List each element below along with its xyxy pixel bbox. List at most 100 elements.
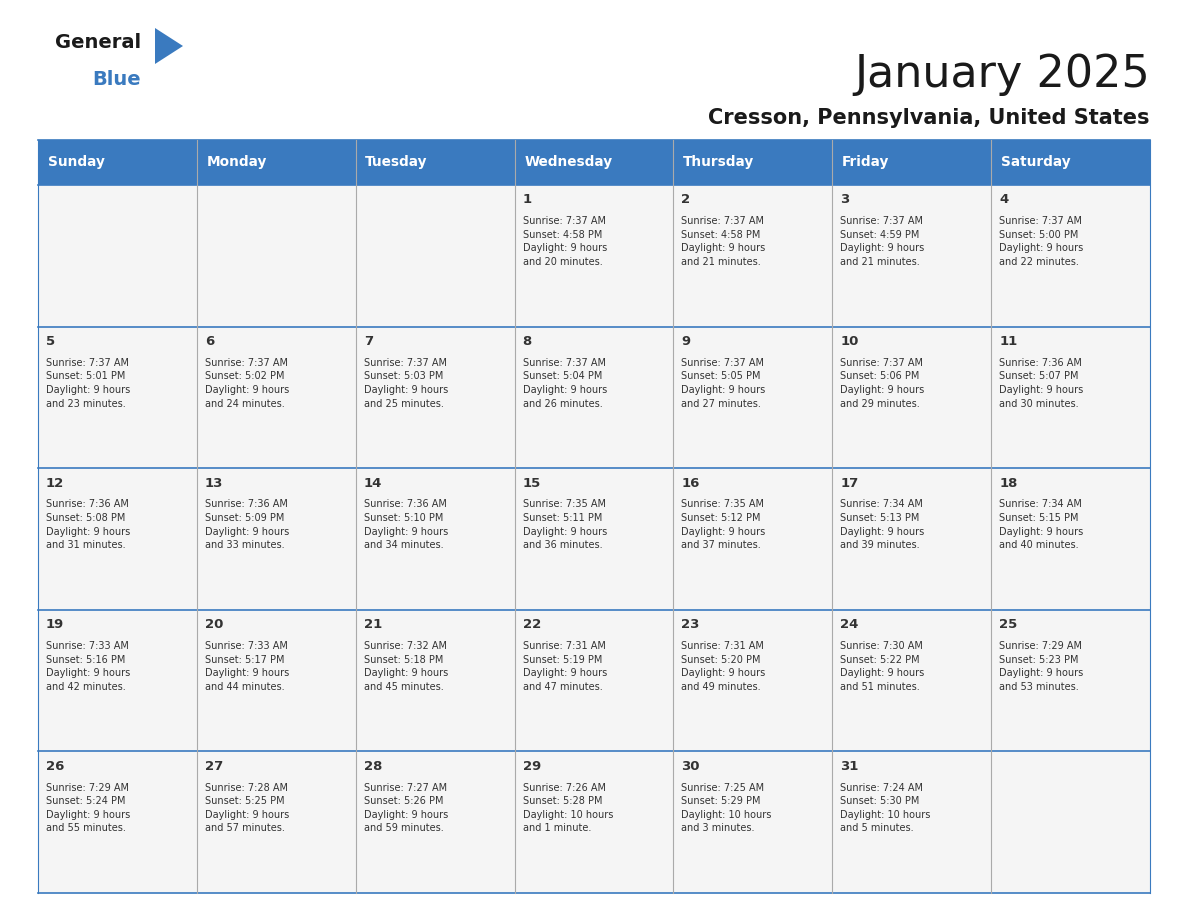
Text: January 2025: January 2025 bbox=[854, 53, 1150, 96]
Text: 6: 6 bbox=[204, 335, 214, 348]
Text: 4: 4 bbox=[999, 194, 1009, 207]
Text: Sunrise: 7:25 AM
Sunset: 5:29 PM
Daylight: 10 hours
and 3 minutes.: Sunrise: 7:25 AM Sunset: 5:29 PM Dayligh… bbox=[682, 782, 772, 834]
Text: Monday: Monday bbox=[207, 155, 267, 170]
Text: 26: 26 bbox=[46, 760, 64, 773]
Bar bbox=[674, 185, 833, 327]
Bar bbox=[833, 610, 991, 752]
Bar bbox=[991, 752, 1150, 893]
Text: Sunrise: 7:35 AM
Sunset: 5:12 PM
Daylight: 9 hours
and 37 minutes.: Sunrise: 7:35 AM Sunset: 5:12 PM Dayligh… bbox=[682, 499, 765, 550]
Text: Sunrise: 7:28 AM
Sunset: 5:25 PM
Daylight: 9 hours
and 57 minutes.: Sunrise: 7:28 AM Sunset: 5:25 PM Dayligh… bbox=[204, 782, 289, 834]
Bar bbox=[833, 327, 991, 468]
Text: 17: 17 bbox=[840, 476, 859, 489]
Text: Sunrise: 7:37 AM
Sunset: 4:58 PM
Daylight: 9 hours
and 20 minutes.: Sunrise: 7:37 AM Sunset: 4:58 PM Dayligh… bbox=[523, 216, 607, 267]
Text: Sunrise: 7:37 AM
Sunset: 5:06 PM
Daylight: 9 hours
and 29 minutes.: Sunrise: 7:37 AM Sunset: 5:06 PM Dayligh… bbox=[840, 358, 924, 409]
Text: Wednesday: Wednesday bbox=[524, 155, 612, 170]
Bar bbox=[38, 140, 1150, 185]
Text: 25: 25 bbox=[999, 619, 1017, 632]
Text: Sunrise: 7:26 AM
Sunset: 5:28 PM
Daylight: 10 hours
and 1 minute.: Sunrise: 7:26 AM Sunset: 5:28 PM Dayligh… bbox=[523, 782, 613, 834]
Bar bbox=[991, 468, 1150, 610]
Bar bbox=[197, 185, 355, 327]
Bar bbox=[833, 752, 991, 893]
Text: Sunrise: 7:36 AM
Sunset: 5:08 PM
Daylight: 9 hours
and 31 minutes.: Sunrise: 7:36 AM Sunset: 5:08 PM Dayligh… bbox=[46, 499, 131, 550]
Text: 13: 13 bbox=[204, 476, 223, 489]
Bar bbox=[833, 468, 991, 610]
Text: Sunrise: 7:24 AM
Sunset: 5:30 PM
Daylight: 10 hours
and 5 minutes.: Sunrise: 7:24 AM Sunset: 5:30 PM Dayligh… bbox=[840, 782, 930, 834]
Bar bbox=[38, 327, 197, 468]
Text: 20: 20 bbox=[204, 619, 223, 632]
Text: Sunrise: 7:31 AM
Sunset: 5:19 PM
Daylight: 9 hours
and 47 minutes.: Sunrise: 7:31 AM Sunset: 5:19 PM Dayligh… bbox=[523, 641, 607, 692]
Bar bbox=[674, 610, 833, 752]
Text: Sunrise: 7:37 AM
Sunset: 5:01 PM
Daylight: 9 hours
and 23 minutes.: Sunrise: 7:37 AM Sunset: 5:01 PM Dayligh… bbox=[46, 358, 131, 409]
Text: Sunrise: 7:33 AM
Sunset: 5:17 PM
Daylight: 9 hours
and 44 minutes.: Sunrise: 7:33 AM Sunset: 5:17 PM Dayligh… bbox=[204, 641, 289, 692]
Text: 29: 29 bbox=[523, 760, 541, 773]
Text: 14: 14 bbox=[364, 476, 383, 489]
Text: 28: 28 bbox=[364, 760, 383, 773]
Bar bbox=[674, 327, 833, 468]
Text: Saturday: Saturday bbox=[1000, 155, 1070, 170]
Text: General: General bbox=[55, 33, 141, 52]
Bar bbox=[38, 468, 197, 610]
Text: 15: 15 bbox=[523, 476, 541, 489]
Text: 1: 1 bbox=[523, 194, 532, 207]
Bar bbox=[197, 610, 355, 752]
Text: 3: 3 bbox=[840, 194, 849, 207]
Text: Sunrise: 7:34 AM
Sunset: 5:13 PM
Daylight: 9 hours
and 39 minutes.: Sunrise: 7:34 AM Sunset: 5:13 PM Dayligh… bbox=[840, 499, 924, 550]
Text: 2: 2 bbox=[682, 194, 690, 207]
Bar bbox=[197, 468, 355, 610]
Bar bbox=[355, 327, 514, 468]
Bar bbox=[355, 610, 514, 752]
Text: Sunrise: 7:37 AM
Sunset: 5:03 PM
Daylight: 9 hours
and 25 minutes.: Sunrise: 7:37 AM Sunset: 5:03 PM Dayligh… bbox=[364, 358, 448, 409]
Text: 21: 21 bbox=[364, 619, 381, 632]
Text: Sunrise: 7:37 AM
Sunset: 5:00 PM
Daylight: 9 hours
and 22 minutes.: Sunrise: 7:37 AM Sunset: 5:00 PM Dayligh… bbox=[999, 216, 1083, 267]
Text: 30: 30 bbox=[682, 760, 700, 773]
Text: 24: 24 bbox=[840, 619, 859, 632]
Text: 18: 18 bbox=[999, 476, 1017, 489]
Text: 9: 9 bbox=[682, 335, 690, 348]
Text: 22: 22 bbox=[523, 619, 541, 632]
Polygon shape bbox=[154, 28, 183, 64]
Bar bbox=[514, 468, 674, 610]
Bar bbox=[674, 752, 833, 893]
Text: Sunrise: 7:29 AM
Sunset: 5:24 PM
Daylight: 9 hours
and 55 minutes.: Sunrise: 7:29 AM Sunset: 5:24 PM Dayligh… bbox=[46, 782, 131, 834]
Text: Sunrise: 7:31 AM
Sunset: 5:20 PM
Daylight: 9 hours
and 49 minutes.: Sunrise: 7:31 AM Sunset: 5:20 PM Dayligh… bbox=[682, 641, 765, 692]
Text: Friday: Friday bbox=[842, 155, 889, 170]
Text: Sunrise: 7:32 AM
Sunset: 5:18 PM
Daylight: 9 hours
and 45 minutes.: Sunrise: 7:32 AM Sunset: 5:18 PM Dayligh… bbox=[364, 641, 448, 692]
Bar bbox=[38, 752, 197, 893]
Text: Sunrise: 7:37 AM
Sunset: 5:04 PM
Daylight: 9 hours
and 26 minutes.: Sunrise: 7:37 AM Sunset: 5:04 PM Dayligh… bbox=[523, 358, 607, 409]
Bar bbox=[991, 185, 1150, 327]
Text: Sunrise: 7:37 AM
Sunset: 4:58 PM
Daylight: 9 hours
and 21 minutes.: Sunrise: 7:37 AM Sunset: 4:58 PM Dayligh… bbox=[682, 216, 765, 267]
Text: Sunrise: 7:33 AM
Sunset: 5:16 PM
Daylight: 9 hours
and 42 minutes.: Sunrise: 7:33 AM Sunset: 5:16 PM Dayligh… bbox=[46, 641, 131, 692]
Bar bbox=[991, 327, 1150, 468]
Bar bbox=[991, 610, 1150, 752]
Bar bbox=[514, 610, 674, 752]
Text: 5: 5 bbox=[46, 335, 55, 348]
Text: 12: 12 bbox=[46, 476, 64, 489]
Text: Sunrise: 7:34 AM
Sunset: 5:15 PM
Daylight: 9 hours
and 40 minutes.: Sunrise: 7:34 AM Sunset: 5:15 PM Dayligh… bbox=[999, 499, 1083, 550]
Text: 11: 11 bbox=[999, 335, 1017, 348]
Text: Sunrise: 7:37 AM
Sunset: 5:02 PM
Daylight: 9 hours
and 24 minutes.: Sunrise: 7:37 AM Sunset: 5:02 PM Dayligh… bbox=[204, 358, 289, 409]
Text: Sunrise: 7:37 AM
Sunset: 5:05 PM
Daylight: 9 hours
and 27 minutes.: Sunrise: 7:37 AM Sunset: 5:05 PM Dayligh… bbox=[682, 358, 765, 409]
Text: Sunrise: 7:36 AM
Sunset: 5:10 PM
Daylight: 9 hours
and 34 minutes.: Sunrise: 7:36 AM Sunset: 5:10 PM Dayligh… bbox=[364, 499, 448, 550]
Text: Sunrise: 7:29 AM
Sunset: 5:23 PM
Daylight: 9 hours
and 53 minutes.: Sunrise: 7:29 AM Sunset: 5:23 PM Dayligh… bbox=[999, 641, 1083, 692]
Text: Thursday: Thursday bbox=[683, 155, 754, 170]
Text: Sunrise: 7:37 AM
Sunset: 4:59 PM
Daylight: 9 hours
and 21 minutes.: Sunrise: 7:37 AM Sunset: 4:59 PM Dayligh… bbox=[840, 216, 924, 267]
Text: Sunrise: 7:35 AM
Sunset: 5:11 PM
Daylight: 9 hours
and 36 minutes.: Sunrise: 7:35 AM Sunset: 5:11 PM Dayligh… bbox=[523, 499, 607, 550]
Bar bbox=[38, 185, 197, 327]
Text: 19: 19 bbox=[46, 619, 64, 632]
Text: 8: 8 bbox=[523, 335, 532, 348]
Text: 31: 31 bbox=[840, 760, 859, 773]
Text: Blue: Blue bbox=[91, 70, 140, 89]
Text: Cresson, Pennsylvania, United States: Cresson, Pennsylvania, United States bbox=[708, 108, 1150, 128]
Bar bbox=[674, 468, 833, 610]
Bar bbox=[514, 327, 674, 468]
Text: Sunday: Sunday bbox=[48, 155, 105, 170]
Text: 10: 10 bbox=[840, 335, 859, 348]
Bar bbox=[514, 752, 674, 893]
Text: 7: 7 bbox=[364, 335, 373, 348]
Bar bbox=[833, 185, 991, 327]
Bar bbox=[355, 468, 514, 610]
Bar bbox=[38, 610, 197, 752]
Bar bbox=[197, 327, 355, 468]
Text: Sunrise: 7:27 AM
Sunset: 5:26 PM
Daylight: 9 hours
and 59 minutes.: Sunrise: 7:27 AM Sunset: 5:26 PM Dayligh… bbox=[364, 782, 448, 834]
Text: Tuesday: Tuesday bbox=[365, 155, 428, 170]
